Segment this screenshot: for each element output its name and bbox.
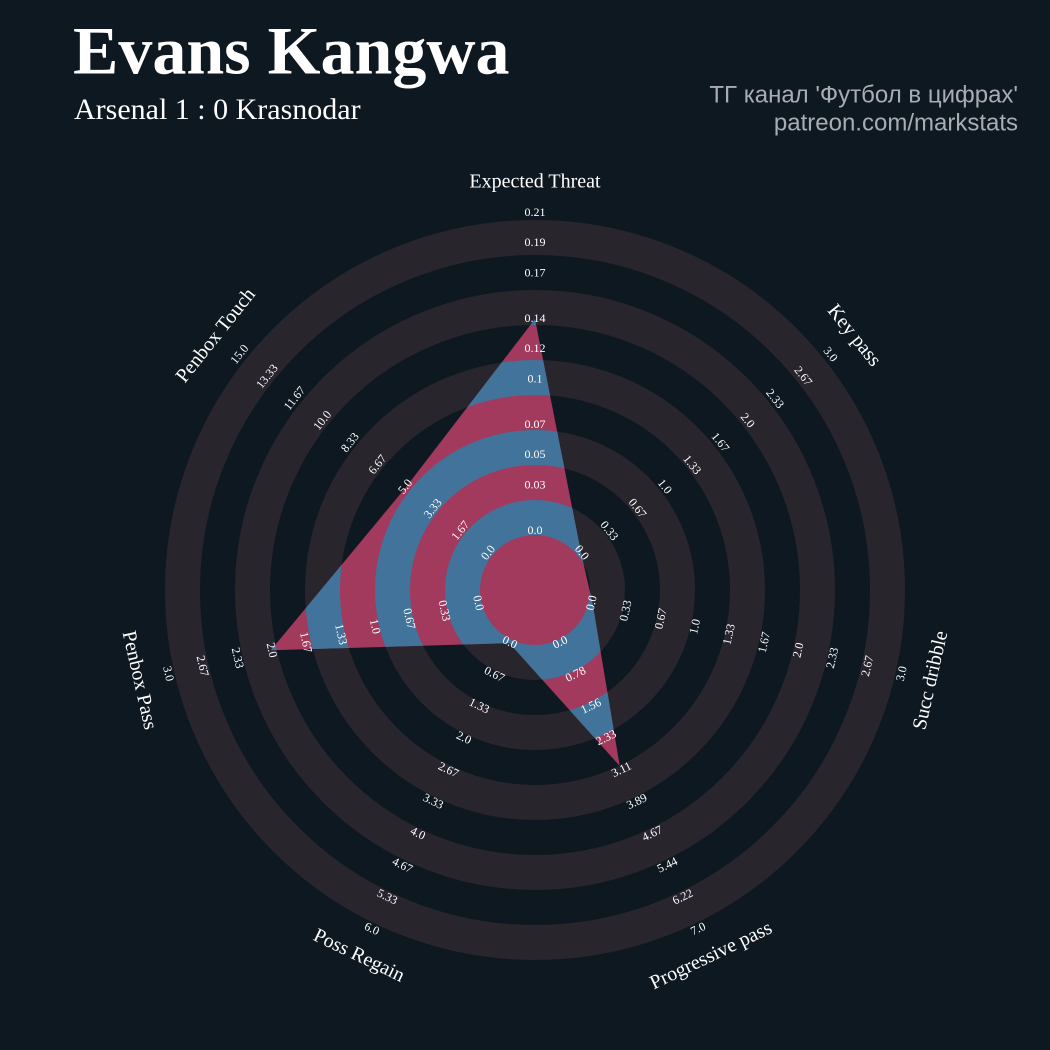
tick-label: 3.0 [893, 665, 910, 683]
ring [235, 290, 835, 890]
tick-label: 0.07 [525, 417, 546, 431]
tick-label: 1.67 [755, 630, 773, 654]
tick-label: 0.33 [435, 599, 453, 623]
tick-label: 4.0 [408, 823, 428, 842]
ring [165, 220, 905, 960]
tick-label: 0.17 [525, 265, 546, 279]
tick-label: 7.0 [688, 919, 708, 938]
tick-label: 1.67 [297, 630, 315, 654]
tick-label: 2.67 [858, 654, 876, 678]
tick-label: 2.33 [823, 646, 841, 670]
tick-label: 0.14 [525, 311, 546, 325]
tick-label: 0.0 [583, 594, 600, 612]
tick-label: 0.67 [651, 607, 669, 631]
tick-label: 0.12 [525, 341, 546, 355]
credit: ТГ канал 'Футбол в цифрах' [709, 81, 1018, 108]
tick-label: 0.21 [525, 205, 546, 219]
tick-label: 3.0 [160, 665, 177, 683]
tick-label: 0.03 [525, 477, 546, 491]
tick-label: 0.05 [525, 447, 546, 461]
tick-label: 0.0 [528, 523, 543, 537]
tick-label: 1.33 [720, 622, 738, 646]
tick-label: 1.0 [686, 618, 703, 636]
tick-label: 0.19 [525, 235, 546, 249]
tick-label: 2.67 [194, 654, 212, 678]
tick-label: 0.33 [616, 599, 634, 623]
chart-title: Evans Kangwa [73, 13, 509, 89]
tick-label: 2.0 [789, 641, 806, 659]
credit: patreon.com/markstats [774, 109, 1018, 136]
tick-label: 2.0 [264, 641, 281, 659]
tick-label: 2.0 [454, 728, 474, 747]
tick-label: 6.0 [362, 919, 382, 938]
radar-band [305, 360, 620, 766]
axis-label: Expected Threat [469, 171, 601, 193]
tick-label: 2.33 [229, 646, 247, 670]
tick-label: 0.0 [550, 632, 570, 651]
tick-label: 0.0 [470, 594, 487, 612]
tick-label: 1.0 [367, 618, 384, 636]
tick-label: 1.33 [332, 622, 350, 646]
tick-label: 0.0 [500, 632, 520, 651]
chart-subtitle: Arsenal 1 : 0 Krasnodar [74, 93, 361, 126]
tick-label: 0.67 [400, 607, 418, 631]
tick-label: 0.1 [528, 371, 543, 385]
